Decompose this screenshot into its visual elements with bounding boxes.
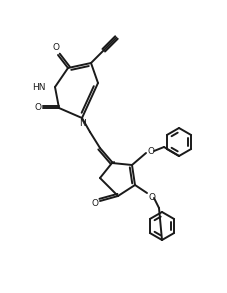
Text: O: O xyxy=(148,146,155,156)
Text: N: N xyxy=(79,120,85,129)
Text: O: O xyxy=(52,43,59,52)
Text: O: O xyxy=(91,198,99,207)
Text: O: O xyxy=(148,193,155,202)
Text: HN: HN xyxy=(32,83,46,91)
Text: O: O xyxy=(35,103,42,113)
